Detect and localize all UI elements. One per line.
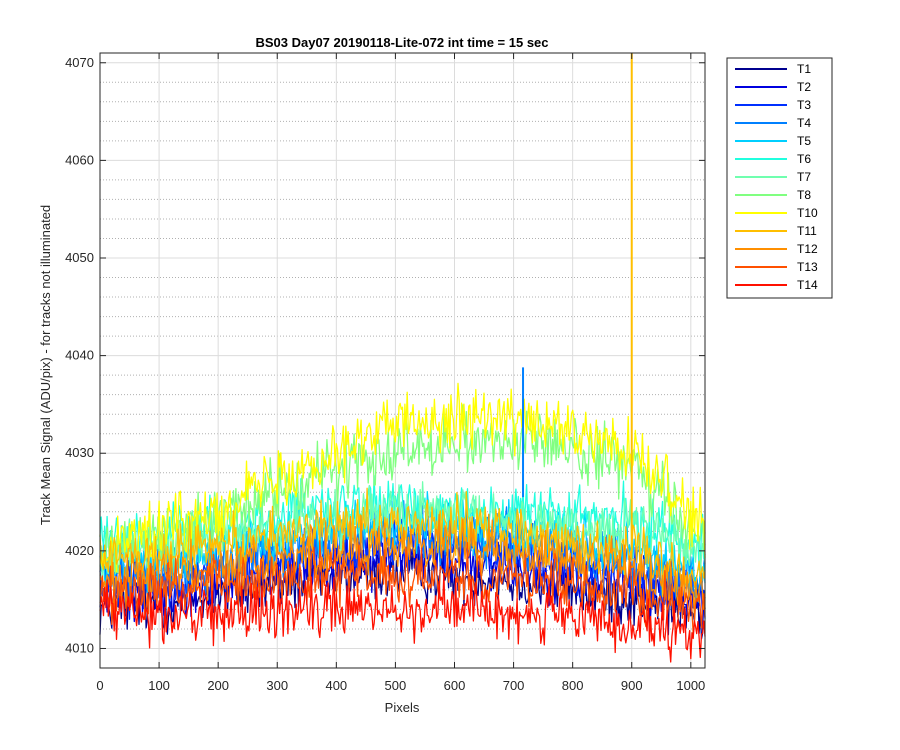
series-line-t6 — [99, 475, 706, 571]
legend-label-t1: T1 — [797, 62, 811, 76]
y-tick-label: 4040 — [65, 348, 94, 363]
legend-label-t14: T14 — [797, 278, 818, 292]
series-line-t12 — [99, 513, 706, 619]
x-tick-label: 0 — [96, 678, 103, 693]
legend-label-t4: T4 — [797, 116, 811, 130]
x-tick-label: 600 — [444, 678, 466, 693]
legend-label-t12: T12 — [797, 242, 818, 256]
y-tick-label: 4050 — [65, 250, 94, 265]
y-tick-label: 4010 — [65, 640, 94, 655]
legend-label-t3: T3 — [797, 98, 811, 112]
legend-label-t5: T5 — [797, 134, 811, 148]
x-axis-label: Pixels — [385, 700, 420, 715]
y-tick-label: 4030 — [65, 445, 94, 460]
legend-label-t6: T6 — [797, 152, 811, 166]
x-tick-label: 500 — [385, 678, 407, 693]
y-tick-label: 4070 — [65, 55, 94, 70]
x-tick-label: 900 — [621, 678, 643, 693]
legend-label-t11: T11 — [797, 224, 817, 238]
legend-label-t7: T7 — [797, 170, 811, 184]
plot-frame — [99, 52, 706, 669]
series-line-t14 — [99, 572, 706, 663]
x-tick-label: 800 — [562, 678, 584, 693]
legend-label-t13: T13 — [797, 260, 818, 274]
legend: T1 T2 T3 T4 T5 T6 T7 T8 T10 T11 T12 T13 T14 — [726, 57, 833, 299]
minor-grid — [100, 81, 705, 669]
x-tick-label: 700 — [503, 678, 525, 693]
legend-label-t10: T10 — [797, 206, 818, 220]
y-tick-label: 4060 — [65, 152, 94, 167]
x-tick-label: 100 — [148, 678, 170, 693]
x-tick-label: 200 — [207, 678, 229, 693]
legend-label-t2: T2 — [797, 80, 811, 94]
legend-label-t8: T8 — [797, 188, 811, 202]
major-grid — [99, 53, 705, 668]
x-tick-label: 300 — [266, 678, 288, 693]
y-axis-label: Track Mean Signal (ADU/pix) - for tracks… — [38, 205, 53, 525]
series-line-t10 — [99, 382, 706, 573]
x-tick-label: 1000 — [676, 678, 705, 693]
series-layer — [99, 53, 706, 663]
x-tick-label: 400 — [325, 678, 347, 693]
axis-ticks: 0 100 200 300 400 500 600 700 800 900 1000 4010 4020… — [65, 53, 705, 693]
y-tick-label: 4020 — [65, 543, 94, 558]
chart-title: BS03 Day07 20190118-Lite-072 int time = … — [255, 35, 548, 50]
